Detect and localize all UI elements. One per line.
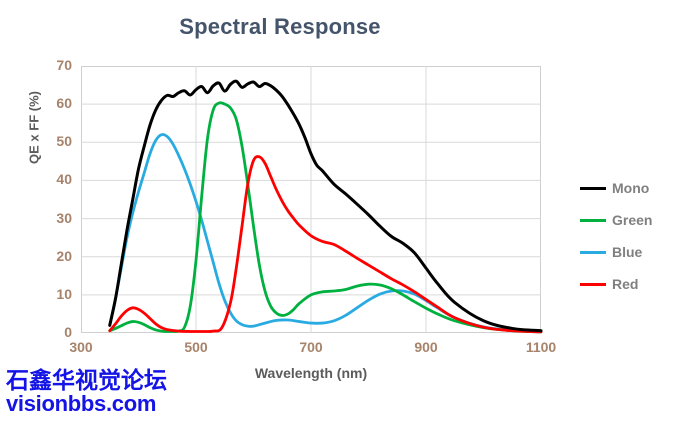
x-tick-label: 300 [69,339,93,355]
series-line-blue [108,133,543,334]
legend-item-mono[interactable]: Mono [580,172,688,204]
y-tick-label: 20 [56,247,72,264]
gridlines [81,66,541,333]
watermark: 石鑫华视觉论坛 visionbbs.com [6,368,167,415]
y-tick-label: 40 [56,171,72,188]
series-line-green [108,101,543,334]
x-axis-title: Wavelength (nm) [254,365,368,381]
chart-legend: Mono Green Blue Red [580,172,688,300]
y-tick-label: 10 [56,285,72,302]
legend-swatch-red [580,282,606,286]
x-tick-label: 900 [414,339,438,355]
y-tick-label: 50 [56,133,72,150]
x-tick-label: 1100 [525,339,557,355]
y-tick-label: 60 [56,95,72,112]
legend-swatch-blue [580,250,606,254]
chart-title: Spectral Response [179,14,381,39]
series-line-red [108,155,543,334]
watermark-forum-name: 石鑫华视觉论坛 [6,367,167,393]
x-tick-label: 700 [299,339,323,355]
legend-item-green[interactable]: Green [580,204,688,236]
legend-label: Mono [612,180,650,196]
legend-swatch-green [580,218,606,222]
legend-label: Green [612,212,653,228]
legend-item-blue[interactable]: Blue [580,236,688,268]
watermark-url: visionbbs.com [6,391,157,417]
y-tick-label: 70 [56,57,72,73]
legend-label: Blue [612,244,643,260]
series-line-mono [108,79,543,333]
y-tick-label: 30 [56,209,72,226]
legend-label: Red [612,276,639,292]
legend-item-red[interactable]: Red [580,268,688,300]
y-tick-label: 0 [64,324,72,340]
legend-swatch-mono [580,186,606,190]
x-tick-label: 500 [184,339,208,355]
